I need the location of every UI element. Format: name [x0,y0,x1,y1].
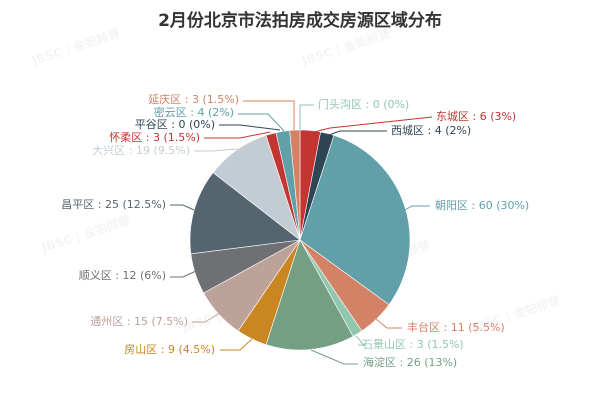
pie-slice[interactable] [299,135,411,306]
slice-label: 丰台区 : 11 (5.5%) [407,320,505,334]
label-line [243,100,295,130]
label-line [404,205,430,211]
pie-slice[interactable] [265,239,354,351]
label-line [192,312,221,323]
label-line [204,131,271,139]
slice-label: 房山区 : 9 (4.5%) [124,343,215,356]
slice-label: 延庆区 : 3 (1.5%) [148,92,239,106]
slice-label: 海淀区 : 26 (13%) [363,355,457,369]
slice-label: 通州区 : 15 (7.5%) [90,315,188,328]
slice-label: 顺义区 : 12 (6%) [79,269,166,282]
label-line [170,270,197,278]
slice-labels: 东城区 : 6 (3%)西城区 : 4 (2%) 朝阳区 : 60 (30%) 丰台… [61,92,529,369]
label-line [309,116,433,134]
label-line [220,338,253,351]
pie-slice[interactable] [189,172,301,255]
label-line [194,148,239,152]
pie-slices [189,129,411,351]
chart-title: 2月份北京市法拍房成交房源区域分布 [158,11,442,31]
label-line [299,104,314,130]
label-line [325,130,387,137]
label-line [355,335,366,346]
slice-label: 东城区 : 6 (3%) [436,110,516,123]
label-line [219,124,281,131]
slice-label: 怀柔区 : 3 (1.5%) [109,131,200,144]
label-line [310,349,358,365]
label-line [375,318,402,329]
label-lines [170,100,433,365]
slice-label: 门头沟区 : 0 (0%) [318,97,409,111]
slice-label: 昌平区 : 25 (12.5%) [61,198,166,211]
slice-label: 朝阳区 : 60 (30%) [435,199,529,212]
slice-label: 大兴区 : 19 (9.5%) [92,143,190,157]
label-line [170,204,195,211]
slice-label: 密云区 : 4 (2%) [154,105,234,119]
label-line [238,113,285,132]
slice-label: 平谷区 : 0 (0%) [135,118,215,131]
slice-label: 西城区 : 4 (2%) [391,124,471,137]
slice-label: 石景山区 : 3 (1.5%) [362,338,464,351]
